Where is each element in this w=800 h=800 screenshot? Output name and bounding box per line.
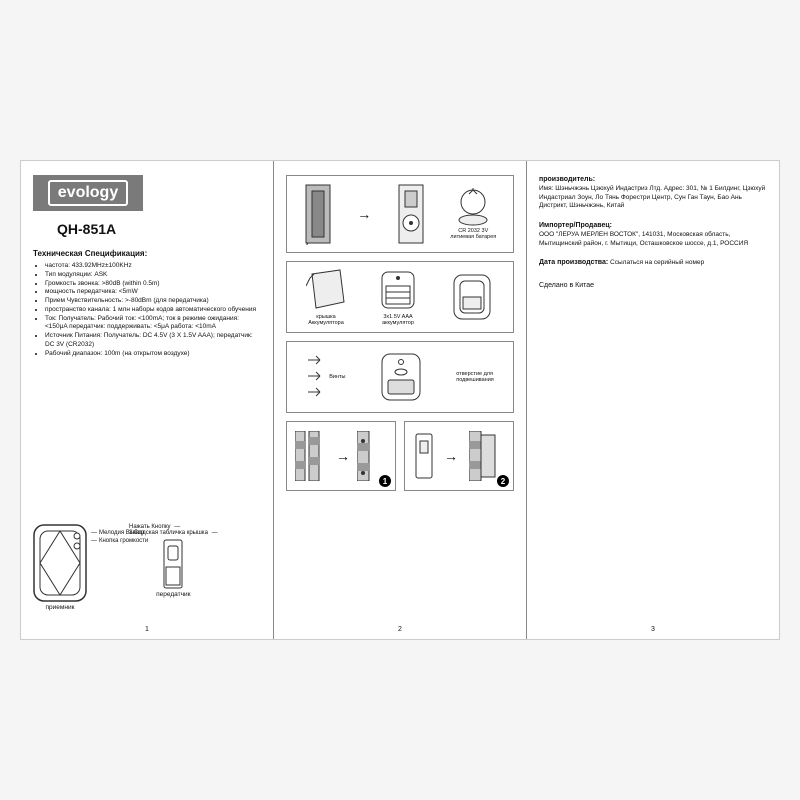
arrow-icon: → <box>444 448 458 464</box>
tx-front-icon <box>415 433 433 479</box>
arrow-icon: → <box>357 206 371 222</box>
page-number: 2 <box>274 626 526 633</box>
date-block: Дата производства: Ссылаться на серийный… <box>539 258 767 268</box>
callout: Кнопка громкости <box>91 538 148 546</box>
aaa-caption: 3x1.5V AAA аккумулятор <box>376 314 420 326</box>
cover-caption: крышка Аккумулятора <box>306 314 346 326</box>
screws-caption: Винты <box>329 374 345 380</box>
panel-2: → CR 2032 3V литиевая батарея крышка Акк… <box>274 161 527 639</box>
device-diagrams: Мелодия Выбор Кнопка громкости приемник … <box>33 524 261 611</box>
receiver-mount-icon <box>376 350 426 404</box>
step-badge-2: 2 <box>497 475 509 487</box>
tx-open-icon <box>397 183 425 245</box>
page-number: 1 <box>21 626 273 633</box>
battery-caption: CR 2032 3V литиевая батарея <box>450 228 496 240</box>
panel-3: производитель: Имя: Шэньчжэнь Цзюхуй Инд… <box>527 161 779 639</box>
instruction-sheet: evology QH-851A Техническая Спецификация… <box>20 160 780 640</box>
step-transmitter-battery: → CR 2032 3V литиевая батарея <box>286 175 514 253</box>
brand-logo: evology <box>33 175 143 211</box>
spec-list: частота: 433.92MHz±100KHz Тип модуляции:… <box>45 262 261 358</box>
importer-text: ООО "ЛЕРУА МЕРЛЕН ВОСТОК", 141031, Моско… <box>539 231 748 247</box>
spec-item: пространство канала: 1 млн наборы кодов … <box>45 306 261 315</box>
panel-1: evology QH-851A Техническая Спецификация… <box>21 161 274 639</box>
spec-item: Громкость звонка: >80dB (within 0.5m) <box>45 280 261 289</box>
step-wall-1: → 1 <box>286 421 396 491</box>
model-number: QH-851A <box>57 221 261 237</box>
made-in: Сделано в Китае <box>539 282 767 289</box>
manufacturer-block: производитель: Имя: Шэньчжэнь Цзюхуй Инд… <box>539 175 767 211</box>
importer-block: Импортер/Продавец: ООО "ЛЕРУА МЕРЛЕН ВОС… <box>539 221 767 248</box>
spec-item: Прием Чувствительность: >-80dBm (для пер… <box>45 297 261 306</box>
receiver-label: приемник <box>33 604 87 611</box>
transmitter-icon <box>163 539 183 589</box>
spec-item: Тип модуляции: ASK <box>45 271 261 280</box>
spec-item: Источник Питания: Получатель: DC 4.5V (3… <box>45 332 261 350</box>
brand-name: evology <box>48 180 128 206</box>
spec-item: Ток: Получатель: Рабочий ток: <100mA; то… <box>45 315 261 333</box>
receiver-open-icon <box>450 273 494 321</box>
spec-item: мощность передатчика: <5mW <box>45 288 261 297</box>
battery-cover-icon <box>306 268 346 312</box>
coin-cell-icon <box>453 188 493 228</box>
aaa-icon <box>376 268 420 312</box>
screws-icon <box>306 352 326 402</box>
receiver-icon <box>33 524 87 602</box>
callout: Мелодия Выбор <box>91 530 148 538</box>
spec-item: Рабочий диапазон: 100m (на открытом возд… <box>45 350 261 359</box>
arrow-icon: → <box>336 448 350 464</box>
spec-heading: Техническая Спецификация: <box>33 249 261 258</box>
receiver-diagram: Мелодия Выбор Кнопка громкости приемник <box>33 524 87 611</box>
step-receiver-battery: крышка Аккумулятора 3x1.5V AAA аккумулят… <box>286 261 514 333</box>
page-number: 3 <box>527 626 779 633</box>
wall-drill-icon <box>295 431 329 481</box>
wall-mounted-icon <box>469 431 503 481</box>
date-text: Ссылаться на серийный номер <box>610 259 704 266</box>
step-wall-2: → 2 <box>404 421 514 491</box>
step-mounting: Винты отверстие для подвешивания <box>286 341 514 413</box>
manufacturer-text: Имя: Шэньчжэнь Цзюхуй Индастриз Лтд. Адр… <box>539 185 765 210</box>
manufacturer-heading: производитель: <box>539 176 595 183</box>
receiver-callouts: Мелодия Выбор Кнопка громкости <box>91 530 148 546</box>
wall-plug-icon <box>357 431 387 481</box>
hole-caption: отверстие для подвешивания <box>456 371 494 383</box>
importer-heading: Импортер/Продавец: <box>539 222 612 229</box>
date-heading: Дата производства: <box>539 259 608 266</box>
step-badge-1: 1 <box>379 475 391 487</box>
spec-item: частота: 433.92MHz±100KHz <box>45 262 261 271</box>
transmitter-label: передатчик <box>156 591 190 598</box>
tx-back-icon <box>304 183 332 245</box>
